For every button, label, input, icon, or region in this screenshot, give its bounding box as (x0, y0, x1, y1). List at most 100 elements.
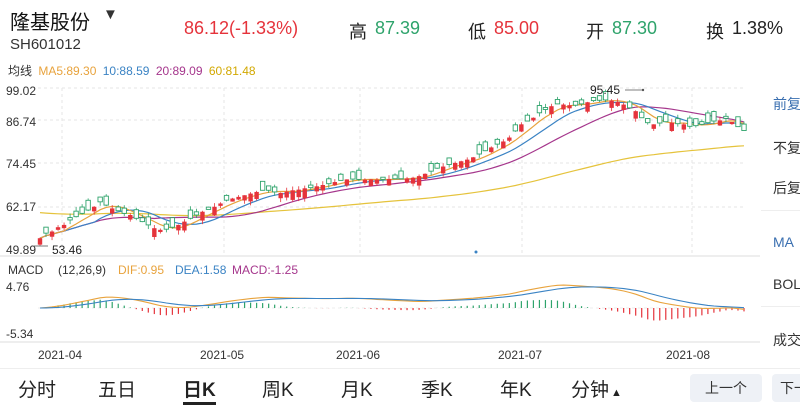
candle-body (362, 179, 368, 184)
macd-histogram (45, 299, 745, 321)
candle-body (615, 101, 620, 106)
price-grid (38, 87, 746, 256)
tab-quarterly-k[interactable]: 季K (421, 380, 453, 401)
candle-body (223, 194, 230, 201)
candle-body (465, 159, 470, 168)
tab-five-day[interactable]: 五日 (98, 380, 137, 401)
candle-body (561, 104, 566, 110)
candle-body (193, 211, 200, 216)
adjust-none[interactable]: 不复权 (773, 140, 800, 156)
ma5-value: MA5:89.30 (38, 64, 97, 78)
candle-body (524, 114, 531, 122)
candle-body (128, 215, 133, 220)
candle-body (61, 224, 67, 229)
adjust-forward[interactable]: 前复权 (773, 96, 800, 112)
open-value: 87.30 (612, 18, 658, 38)
candle-body (675, 118, 681, 125)
candle-body (398, 170, 404, 180)
right-panel: 前复权 不复权 后复权 MA BOLL 成交量 (761, 80, 800, 370)
candle-body (200, 211, 205, 221)
adjust-backward[interactable]: 后复权 (773, 180, 800, 196)
x-label-apr: 2021-04 (38, 348, 82, 362)
candle-body (422, 173, 428, 180)
candle-body (115, 206, 121, 212)
next-stock-button[interactable]: 下一个 (772, 374, 800, 402)
candle-body (37, 238, 43, 245)
candle-body (91, 206, 97, 212)
prev-stock-button[interactable]: 上一个 (690, 374, 762, 402)
tab-intraday[interactable]: 分时 (18, 380, 57, 401)
candle-body (531, 117, 536, 121)
ma10-value: 10:88.59 (102, 64, 150, 78)
x-label-aug: 2021-08 (666, 348, 710, 362)
candle-body (645, 118, 651, 124)
high-value: 87.39 (375, 18, 421, 38)
dea-line (39, 286, 745, 309)
ma20-line (39, 106, 745, 239)
candle-body (356, 169, 362, 180)
candle-body (338, 173, 344, 181)
macd-params: (12,26,9) (58, 263, 106, 277)
candle-body (536, 105, 543, 114)
candle-body (711, 111, 717, 122)
ma5-line (39, 100, 745, 239)
candle-body (110, 208, 115, 214)
candle-body (735, 116, 741, 128)
dif-line (39, 284, 745, 310)
candle-body (350, 171, 356, 180)
candle-body (705, 112, 711, 124)
indicator-boll[interactable]: BOLL (773, 276, 800, 292)
marker-dot (474, 250, 478, 254)
tab-yearly-k[interactable]: 年K (500, 380, 532, 401)
price-change: 86.12(-1.33%) (184, 18, 299, 38)
stock-header: 隆基股份 ▼ SH601012 86.12(-1.33%) 高 87.39 低 … (0, 0, 800, 60)
tab-weekly-k[interactable]: 周K (262, 380, 294, 401)
turnover-label: 换 (706, 22, 724, 42)
candle-body (501, 141, 506, 149)
candle-body (205, 206, 212, 210)
low-label: 低 (468, 22, 486, 42)
candle-body (699, 121, 705, 125)
tab-minute[interactable]: 分钟 ▲ (571, 375, 622, 402)
candle-body (446, 157, 452, 166)
candle-body (471, 157, 476, 163)
indicator-volume[interactable]: 成交量 (773, 332, 800, 348)
tab-daily-k[interactable]: 日K (183, 375, 216, 405)
candle-body (590, 97, 597, 102)
candle-body (651, 124, 656, 129)
candle-body (507, 137, 512, 141)
low-value: 85.00 (494, 18, 540, 38)
candle-body (308, 184, 314, 189)
candle-body (368, 179, 374, 186)
indicator-ma[interactable]: MA (773, 234, 794, 250)
candle-body (218, 203, 223, 206)
candle-body (554, 99, 561, 105)
candle-body (67, 217, 73, 221)
candle-body (428, 163, 434, 172)
turnover-value: 1.38% (732, 18, 784, 38)
candle-body (512, 124, 519, 132)
stock-name[interactable]: 隆基股份 (10, 12, 90, 34)
candle-body (248, 193, 253, 202)
candle-body (392, 174, 398, 180)
candle-body (187, 209, 194, 219)
candle-body (163, 223, 170, 230)
candle-body (434, 162, 440, 169)
dropdown-arrow-icon[interactable]: ▼ (103, 6, 118, 23)
candle-body (627, 101, 633, 109)
candle-body (669, 122, 674, 131)
candle-body (272, 186, 278, 193)
kline-chart[interactable]: 99.02 86.74 74.45 62.17 49.89 95.45 53.4… (0, 80, 760, 368)
candle-body (687, 117, 693, 127)
candle-body (596, 95, 603, 101)
candle-body (103, 195, 109, 206)
candle-body (121, 207, 127, 214)
macd-bottom-tick: -5.34 (6, 327, 34, 341)
candle-body (49, 231, 55, 237)
candle-body (314, 186, 319, 192)
candle-body (681, 124, 687, 130)
ma-legend[interactable]: 均线 MA5:89.30 10:88.59 20:89.09 60:81.48 (8, 62, 259, 79)
candle-body (265, 185, 272, 191)
low-annotation: 53.46 (34, 243, 82, 257)
tab-monthly-k[interactable]: 月K (341, 380, 373, 401)
